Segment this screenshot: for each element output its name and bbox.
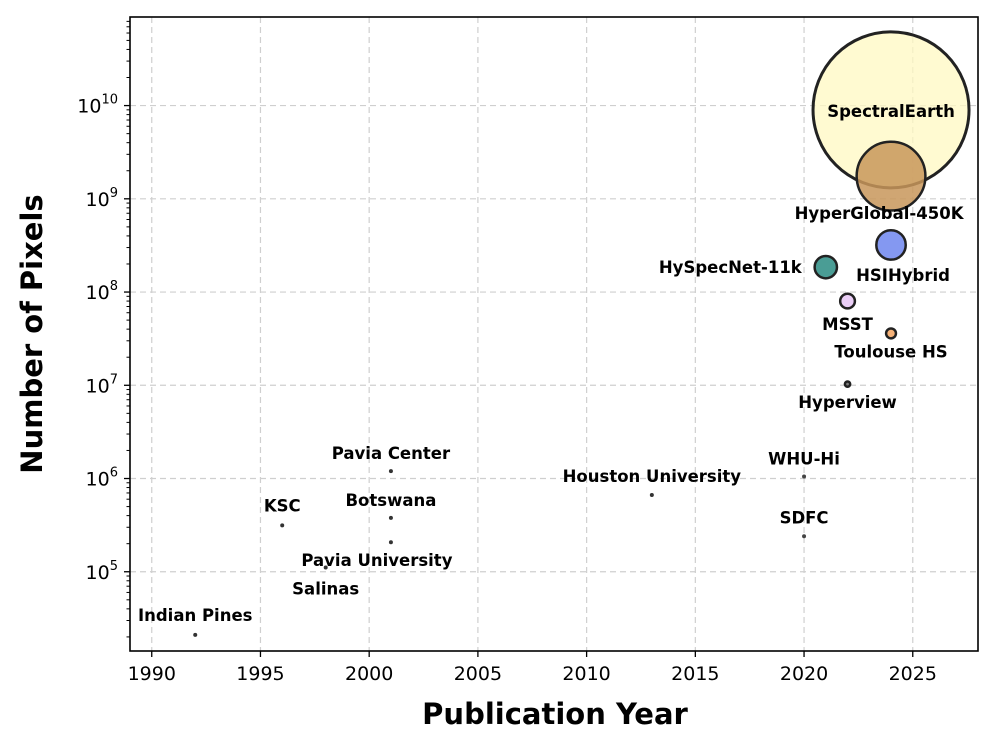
point-labels: Indian Pines KSC Salinas Pavia Center Botswa…	[138, 102, 965, 625]
y-tick-exponent: 8	[110, 279, 118, 294]
label-hyperview: Hyperview	[798, 393, 897, 412]
plot-frame	[129, 16, 979, 652]
point-pavia-center	[388, 469, 393, 474]
point-whu-hi	[802, 474, 807, 479]
x-tick-label: 2000	[345, 663, 393, 685]
label-msst: MSST	[822, 315, 873, 334]
label-pavia-university: Pavia University	[301, 551, 452, 570]
x-tick-label: 2005	[454, 663, 502, 685]
label-sdfc: SDFC	[780, 508, 829, 527]
y-tick-base: 10	[86, 469, 110, 491]
point-hsihybrid	[875, 228, 907, 261]
y-tick-exponent: 6	[110, 466, 118, 481]
point-toulouse-hs	[884, 327, 898, 340]
data-points	[193, 30, 971, 637]
y-tick-exponent: 7	[110, 372, 118, 387]
label-salinas: Salinas	[292, 579, 359, 598]
label-indian-pines: Indian Pines	[138, 606, 253, 625]
y-axis-title: Number of Pixels	[15, 194, 49, 473]
point-hyperview	[843, 380, 852, 388]
label-houston-university: Houston University	[563, 467, 742, 486]
point-msst	[838, 292, 857, 310]
label-ksc: KSC	[264, 496, 301, 515]
point-indian-pines	[193, 632, 198, 637]
y-tick-exponent: 9	[110, 186, 118, 201]
y-tick-base: 10	[77, 96, 101, 118]
point-salinas	[323, 565, 328, 570]
y-tick-base: 10	[86, 189, 110, 211]
x-tick-label: 2020	[780, 663, 828, 685]
label-pavia-center: Pavia Center	[332, 444, 451, 463]
point-pavia-university	[388, 540, 393, 545]
x-tick-label: 1995	[236, 663, 284, 685]
label-hyspecnet-11k: HySpecNet-11k	[659, 258, 803, 277]
label-whu-hi: WHU-Hi	[768, 450, 840, 469]
axis-ticks: 1990 1995 2000 2005 2010 2015 2020 202510510610…	[77, 20, 937, 685]
x-tick-label: 1990	[128, 663, 176, 685]
y-tick-label: 109	[86, 186, 118, 211]
y-tick-label: 106	[86, 466, 118, 491]
label-hsihybrid: HSIHybrid	[856, 266, 950, 285]
x-axis-title: Publication Year	[422, 697, 688, 731]
y-tick-label: 105	[86, 559, 118, 584]
point-hyspecnet-11k	[813, 254, 839, 280]
y-tick-base: 10	[86, 282, 110, 304]
label-spectralearth: SpectralEarth	[827, 102, 955, 121]
point-ksc	[280, 523, 285, 528]
y-tick-label: 107	[86, 372, 118, 397]
y-tick-exponent: 5	[110, 559, 118, 574]
point-botswana	[388, 515, 393, 520]
point-houston-university	[649, 493, 654, 498]
x-tick-label: 2010	[562, 663, 610, 685]
y-tick-base: 10	[86, 375, 110, 397]
y-tick-exponent: 10	[101, 93, 118, 108]
x-tick-label: 2015	[671, 663, 719, 685]
y-tick-label: 1010	[77, 93, 118, 118]
y-tick-base: 10	[86, 562, 110, 584]
label-hyperglobal-450k: HyperGlobal-450K	[795, 204, 965, 223]
label-toulouse-hs: Toulouse HS	[834, 342, 947, 361]
x-tick-label: 2025	[889, 663, 937, 685]
y-tick-label: 108	[86, 279, 118, 304]
point-sdfc	[802, 534, 807, 539]
point-hyperglobal-450k	[855, 140, 927, 212]
label-botswana: Botswana	[345, 491, 436, 510]
